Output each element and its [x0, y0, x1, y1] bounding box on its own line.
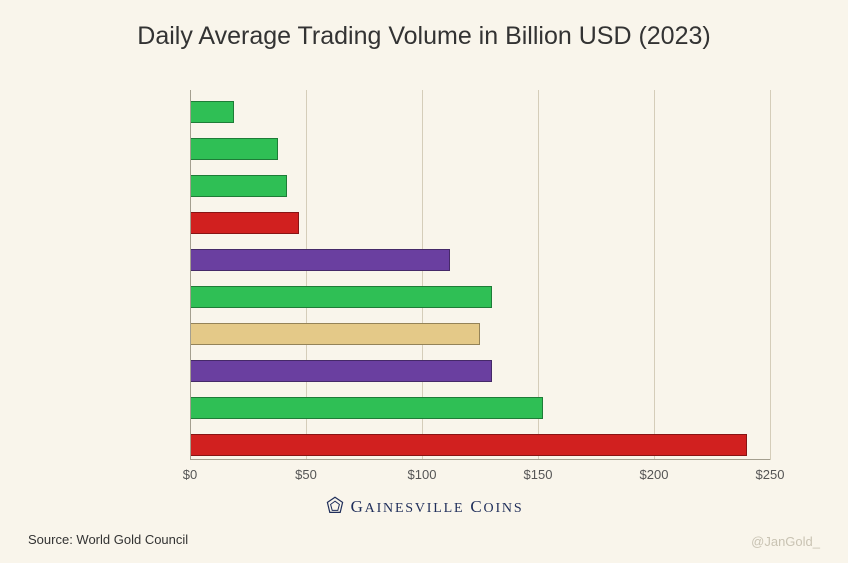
bar — [190, 212, 299, 234]
bar — [190, 286, 492, 308]
x-tick-label: $150 — [524, 467, 553, 482]
gridline — [770, 90, 771, 460]
x-tick-label: $50 — [295, 467, 317, 482]
bar — [190, 138, 278, 160]
source-value: World Gold Council — [76, 532, 188, 547]
chart-title: Daily Average Trading Volume in Billion … — [0, 22, 848, 51]
bar — [190, 323, 480, 345]
brand: GAINESVILLE COINS — [0, 496, 848, 521]
x-tick-label: $100 — [408, 467, 437, 482]
bar — [190, 101, 234, 123]
x-axis-line — [190, 459, 770, 460]
x-tick-label: $200 — [640, 467, 669, 482]
bar — [190, 397, 543, 419]
plot-area: $0$50$100$150$200$250 — [190, 90, 770, 460]
brand-logo-icon — [325, 496, 345, 521]
chart-container: Daily Average Trading Volume in Billion … — [0, 0, 848, 563]
source-prefix: Source: — [28, 532, 76, 547]
x-tick-label: $250 — [756, 467, 785, 482]
bar — [190, 249, 450, 271]
y-baseline — [190, 90, 191, 460]
bar — [190, 175, 287, 197]
bars-group — [190, 90, 770, 460]
bar — [190, 360, 492, 382]
brand-text: GAINESVILLE COINS — [351, 497, 524, 516]
bar — [190, 434, 747, 456]
watermark: @JanGold_ — [751, 534, 820, 549]
x-tick-label: $0 — [183, 467, 197, 482]
source-text: Source: World Gold Council — [28, 532, 188, 547]
